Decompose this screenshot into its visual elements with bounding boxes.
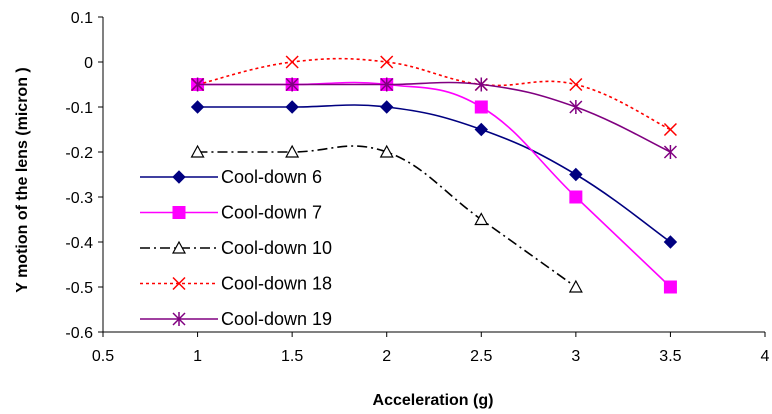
data-point: [380, 55, 394, 69]
legend-marker: [172, 276, 186, 291]
y-tick-label: -0.1: [65, 100, 93, 117]
y-tick-label: -0.4: [65, 235, 93, 252]
series-4: [191, 55, 677, 137]
x-tick-label: 2: [382, 348, 391, 365]
data-point: [379, 144, 394, 158]
y-tick-label: 0: [84, 55, 93, 72]
data-point: [474, 77, 488, 92]
data-point: [380, 100, 394, 114]
data-point: [568, 279, 583, 293]
y-axis-title: Y motion of the lens (micron ): [14, 67, 31, 293]
legend-marker: [172, 206, 186, 219]
legend-item: Cool-down 6: [140, 167, 322, 187]
series-line: [197, 104, 671, 243]
data-point: [190, 100, 205, 114]
marker-stroke: [285, 55, 299, 69]
data-point: [474, 212, 489, 226]
data-point: [569, 100, 583, 114]
legend: Cool-down 6 Cool-down 7 Cool-down 10 Cool-d…: [140, 167, 332, 329]
data-point: [190, 144, 205, 158]
x-tick-label: 4: [761, 348, 770, 365]
data-point: [663, 235, 678, 249]
data-point: [474, 122, 488, 137]
series-line: [197, 145, 577, 288]
data-point: [569, 190, 583, 204]
x-axis-title: Acceleration (g): [373, 392, 494, 409]
data-point: [285, 55, 299, 69]
data-point: [474, 100, 488, 114]
data-point: [285, 100, 299, 114]
data-point: [569, 77, 583, 92]
y-tick-label: -0.3: [65, 190, 93, 207]
y-tick-label: 0.1: [71, 10, 93, 27]
marker-stroke: [172, 276, 186, 291]
data-point: [191, 77, 205, 92]
x-tick-label: 2.5: [470, 348, 492, 365]
y-tick-label: -0.2: [65, 145, 93, 162]
legend-item: Cool-down 18: [140, 274, 332, 294]
marker-stroke: [569, 77, 583, 92]
legend-label: Cool-down 7: [221, 203, 322, 223]
marker-stroke: [380, 55, 394, 69]
marker-stroke: [663, 122, 677, 137]
series-3: [190, 144, 583, 293]
series-line: [197, 57, 671, 131]
x-axis-label: Acceleration (g): [373, 392, 494, 409]
data-point: [663, 122, 677, 137]
y-tick-label: -0.5: [65, 280, 93, 297]
y-axis-label: Y motion of the lens (micron ): [14, 67, 31, 293]
x-tick-label: 0.5: [92, 348, 114, 365]
legend-label: Cool-down 6: [221, 167, 322, 187]
plot-area: 0.1 0 -0.1 -0.2 -0.3 -0.4 -0.5 -0.6 0.5 1 1.5 2 2.5 3…: [65, 10, 769, 365]
data-point: [569, 167, 583, 182]
legend-label: Cool-down 19: [221, 309, 332, 329]
legend-item: Cool-down 10: [140, 238, 332, 258]
series-5: [191, 77, 677, 159]
x-tick-label: 1: [193, 348, 202, 365]
legend-label: Cool-down 18: [221, 274, 332, 294]
legend-item: Cool-down 19: [140, 309, 332, 329]
series-1: [190, 100, 678, 249]
x-tick-label: 1.5: [281, 348, 303, 365]
data-point: [380, 77, 394, 92]
data-point: [663, 280, 677, 294]
y-tick-label: -0.6: [65, 325, 93, 342]
legend-marker: [171, 240, 187, 254]
data-point: [285, 77, 299, 92]
x-tick-label: 3: [571, 348, 580, 365]
legend-item: Cool-down 7: [140, 203, 322, 223]
x-tick-label: 3.5: [659, 348, 681, 365]
legend-marker: [172, 170, 186, 184]
data-point: [663, 145, 677, 159]
data-point: [285, 144, 300, 158]
series-line: [197, 81, 671, 153]
legend-label: Cool-down 10: [221, 238, 332, 258]
legend-marker: [172, 312, 186, 326]
